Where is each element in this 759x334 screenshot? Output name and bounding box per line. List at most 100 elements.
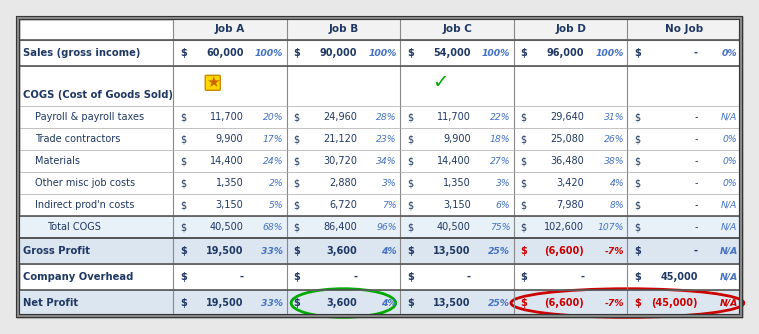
FancyBboxPatch shape <box>18 216 741 238</box>
Text: -: - <box>239 272 244 282</box>
Text: $: $ <box>635 112 641 122</box>
Text: $: $ <box>407 298 414 308</box>
Text: 27%: 27% <box>490 157 510 166</box>
Text: 13,500: 13,500 <box>433 246 471 256</box>
Text: $: $ <box>635 48 641 58</box>
Text: 11,700: 11,700 <box>436 112 471 122</box>
Text: -: - <box>353 272 357 282</box>
Text: $: $ <box>294 48 300 58</box>
Text: 33%: 33% <box>261 246 283 256</box>
Text: $: $ <box>521 200 527 210</box>
Text: 102,600: 102,600 <box>544 222 584 232</box>
Text: Other misc job costs: Other misc job costs <box>35 178 135 188</box>
Text: N/A: N/A <box>720 273 738 282</box>
Text: $: $ <box>521 48 528 58</box>
Text: $: $ <box>521 222 527 232</box>
Text: Job D: Job D <box>555 24 586 34</box>
Text: N/A: N/A <box>720 299 738 308</box>
Text: $: $ <box>180 48 187 58</box>
Text: 25,080: 25,080 <box>550 134 584 144</box>
Text: 26%: 26% <box>603 135 624 144</box>
Text: $: $ <box>635 246 641 256</box>
Text: $: $ <box>635 298 641 308</box>
Text: -: - <box>694 200 698 210</box>
Text: 100%: 100% <box>255 48 283 57</box>
Text: 100%: 100% <box>368 48 397 57</box>
Text: $: $ <box>407 134 413 144</box>
Text: 45,000: 45,000 <box>660 272 698 282</box>
Text: Total COGS: Total COGS <box>47 222 101 232</box>
Text: -: - <box>694 134 698 144</box>
Text: 33%: 33% <box>261 299 283 308</box>
Text: $: $ <box>635 178 641 188</box>
Text: N/A: N/A <box>720 246 738 256</box>
Text: -: - <box>467 272 471 282</box>
Text: 86,400: 86,400 <box>323 222 357 232</box>
Text: $: $ <box>521 178 527 188</box>
Text: -: - <box>694 222 698 232</box>
Text: COGS (Cost of Goods Sold): COGS (Cost of Goods Sold) <box>23 90 173 100</box>
Text: 4%: 4% <box>381 246 397 256</box>
Text: 3,150: 3,150 <box>443 200 471 210</box>
Text: 68%: 68% <box>263 222 283 231</box>
Text: 20%: 20% <box>263 113 283 122</box>
Text: 13,500: 13,500 <box>433 298 471 308</box>
Text: 11,700: 11,700 <box>209 112 244 122</box>
Text: $: $ <box>180 156 186 166</box>
Text: 3,420: 3,420 <box>556 178 584 188</box>
Text: 3,600: 3,600 <box>326 298 357 308</box>
Text: $: $ <box>294 178 300 188</box>
Text: $: $ <box>521 134 527 144</box>
Text: $: $ <box>180 134 186 144</box>
Text: 25%: 25% <box>488 246 510 256</box>
FancyBboxPatch shape <box>18 18 741 316</box>
Text: $: $ <box>180 112 186 122</box>
Text: 7%: 7% <box>383 200 397 209</box>
Text: -7%: -7% <box>604 246 624 256</box>
Text: 100%: 100% <box>596 48 624 57</box>
Text: $: $ <box>407 272 414 282</box>
Text: 0%: 0% <box>723 135 738 144</box>
Text: 90,000: 90,000 <box>320 48 357 58</box>
Text: 36,480: 36,480 <box>550 156 584 166</box>
Text: 19,500: 19,500 <box>206 246 244 256</box>
Text: 22%: 22% <box>490 113 510 122</box>
Text: 1,350: 1,350 <box>216 178 244 188</box>
Text: $: $ <box>521 112 527 122</box>
Text: ★: ★ <box>206 75 219 90</box>
Text: 3%: 3% <box>496 178 510 187</box>
Text: 23%: 23% <box>376 135 397 144</box>
FancyBboxPatch shape <box>18 290 741 316</box>
Text: -: - <box>694 178 698 188</box>
Text: 31%: 31% <box>603 113 624 122</box>
Text: (45,000): (45,000) <box>651 298 698 308</box>
Text: $: $ <box>407 246 414 256</box>
Text: N/A: N/A <box>721 222 738 231</box>
Text: 18%: 18% <box>490 135 510 144</box>
Text: $: $ <box>521 272 528 282</box>
Text: $: $ <box>521 246 528 256</box>
Text: (6,600): (6,600) <box>544 298 584 308</box>
Text: 6%: 6% <box>496 200 510 209</box>
Text: 96,000: 96,000 <box>546 48 584 58</box>
Text: 9,900: 9,900 <box>216 134 244 144</box>
Text: Materials: Materials <box>35 156 80 166</box>
Text: 40,500: 40,500 <box>436 222 471 232</box>
Text: 3%: 3% <box>383 178 397 187</box>
Text: $: $ <box>294 200 300 210</box>
Text: Job C: Job C <box>442 24 472 34</box>
Text: Net Profit: Net Profit <box>23 298 78 308</box>
Text: Gross Profit: Gross Profit <box>23 246 90 256</box>
Text: $: $ <box>635 156 641 166</box>
FancyBboxPatch shape <box>173 18 741 40</box>
Text: 4%: 4% <box>609 178 624 187</box>
Text: 1,350: 1,350 <box>443 178 471 188</box>
Text: Company Overhead: Company Overhead <box>23 272 134 282</box>
Text: 34%: 34% <box>376 157 397 166</box>
Text: -: - <box>580 272 584 282</box>
Text: -: - <box>694 112 698 122</box>
Text: 75%: 75% <box>490 222 510 231</box>
Text: -7%: -7% <box>604 299 624 308</box>
Text: $: $ <box>521 156 527 166</box>
Text: 100%: 100% <box>482 48 510 57</box>
